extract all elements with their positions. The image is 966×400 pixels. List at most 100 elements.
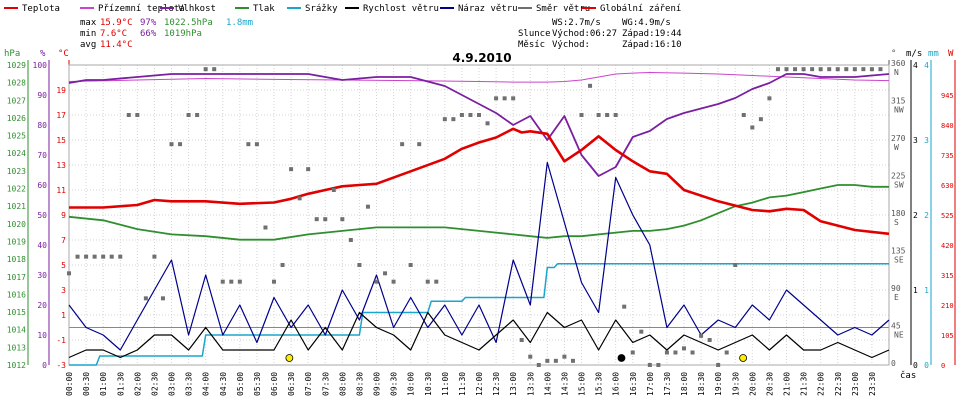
wind-direction-point (246, 142, 251, 147)
wind-direction-point (767, 96, 772, 101)
dir-tick-label: W (894, 143, 899, 152)
wind-direction-point (494, 96, 499, 101)
x-tick-label: 02:30 (150, 372, 159, 396)
mm-unit: mm (928, 49, 939, 59)
wind-direction-point (682, 346, 686, 351)
legend-label-5: Rychlost větru (363, 4, 439, 14)
hpa-tick: 1018 (7, 255, 26, 264)
x-tick-label: 04:00 (202, 372, 211, 396)
wind-direction-point (442, 117, 447, 122)
x-tick-label: 13:30 (526, 372, 535, 396)
wind-direction-point (391, 279, 396, 284)
mm-tick: 1 (924, 286, 929, 295)
wind-direction-point (716, 363, 721, 367)
x-tick-label: 04:30 (219, 372, 228, 396)
moonset-marker (617, 354, 626, 362)
wind-direction-point (178, 142, 183, 147)
grid (68, 64, 890, 366)
x-tick-label: 11:00 (441, 372, 450, 396)
dir-tick: 45 (891, 322, 901, 331)
sunset-marker (739, 354, 748, 362)
wm2-tick: 105 (941, 332, 954, 340)
wm2-tick: 630 (941, 182, 954, 190)
x-tick-label: 11:30 (458, 372, 467, 396)
temp-tick: 19 (56, 86, 66, 95)
hpa-tick: 1025 (7, 132, 26, 141)
x-tick-label: 00:30 (82, 372, 91, 396)
wind-direction-point (152, 254, 157, 259)
stat-max-temp: 15.9°C (100, 18, 133, 28)
wind-direction-point (84, 254, 89, 259)
pct-tick: 100 (33, 61, 48, 70)
hpa-tick: 1026 (7, 114, 26, 123)
sun-set: Západ:19:44 (622, 29, 682, 39)
x-tick-label: 01:00 (99, 372, 108, 396)
x-tick-label: 22:00 (817, 372, 826, 396)
pct-tick: 30 (37, 271, 47, 280)
hpa-tick: 1017 (7, 273, 26, 282)
x-tick-label: 19:00 (714, 372, 723, 396)
wind-direction-point (562, 354, 567, 359)
x-tick-label: 12:30 (492, 372, 501, 396)
x-tick-label: 05:30 (253, 372, 262, 396)
wind-direction-point (545, 358, 550, 363)
stats-block: max 15.9°C 97% 1022.5hPa 1.8mm min 7.6°C… (80, 18, 253, 50)
wind-direction-point (536, 363, 541, 367)
wind-direction-point (75, 254, 80, 259)
sun-rise: Východ:06:27 (552, 29, 617, 39)
moon-set: Západ:16:10 (622, 40, 682, 50)
hpa-tick: 1021 (7, 202, 26, 211)
stat-avg-temp: 11.4°C (100, 40, 133, 50)
pct-tick: 0 (42, 361, 47, 370)
x-tick-label: 10:00 (407, 372, 416, 396)
stat-min-press: 1019hPa (164, 29, 202, 39)
wind-direction-point (212, 67, 217, 72)
temp-tick: 3 (61, 286, 66, 295)
legend-label-1: Přízemní teplota (98, 4, 185, 14)
x-tick-label: 00:00 (65, 372, 74, 396)
wind-direction-point (622, 304, 627, 309)
pct-tick: 90 (37, 91, 47, 100)
pct-tick: 50 (37, 211, 47, 220)
wind-direction-point (417, 142, 422, 147)
axis-units: hPa % °C ° m/s mm W čas (4, 49, 954, 381)
wind-direction-point (707, 338, 712, 342)
wind-direction-point (126, 113, 131, 117)
x-tick-label: 09:30 (390, 372, 399, 396)
x-tick-label: 16:30 (629, 372, 638, 396)
wind-direction-point (793, 67, 798, 72)
dir-tick: 0 (891, 359, 896, 368)
hpa-tick: 1027 (7, 96, 26, 105)
legend-label-0: Teplota (22, 4, 60, 14)
wind-direction-point (135, 113, 140, 117)
x-tick-label: 03:30 (185, 372, 194, 396)
pressure-line (68, 184, 889, 241)
dir-tick-label: S (894, 218, 899, 227)
wind-direction-point (835, 67, 840, 72)
pct-tick: 10 (37, 331, 47, 340)
wind-direction-point (280, 263, 285, 267)
x-tick-label: 14:30 (560, 372, 569, 396)
wind-direction-point (852, 67, 857, 72)
sunrise-marker (285, 354, 294, 362)
wind-direction-point (699, 333, 704, 338)
x-tick-label: 02:00 (133, 372, 142, 396)
mm-tick: 0 (924, 361, 929, 370)
wind-speed-info: WS:2.7m/s (552, 18, 601, 28)
temperature-line (69, 127, 890, 236)
dir-tick-label: NW (894, 106, 904, 115)
x-tick-label: 12:00 (475, 372, 484, 396)
x-tick-label: 14:00 (543, 372, 552, 396)
dir-tick: 135 (891, 247, 906, 256)
wm2-tick: 525 (941, 212, 954, 220)
x-tick-label: 15:30 (595, 372, 604, 396)
wind-direction-point (656, 363, 661, 367)
dir-unit: ° (891, 49, 896, 59)
legend-label-7: Směr větru (536, 4, 590, 14)
wind-direction-point (477, 113, 481, 117)
temp-tick: 5 (61, 261, 66, 270)
dir-tick: 360 (891, 59, 906, 68)
wind-direction-point (263, 225, 268, 230)
x-tick-label: 22:30 (834, 372, 843, 396)
